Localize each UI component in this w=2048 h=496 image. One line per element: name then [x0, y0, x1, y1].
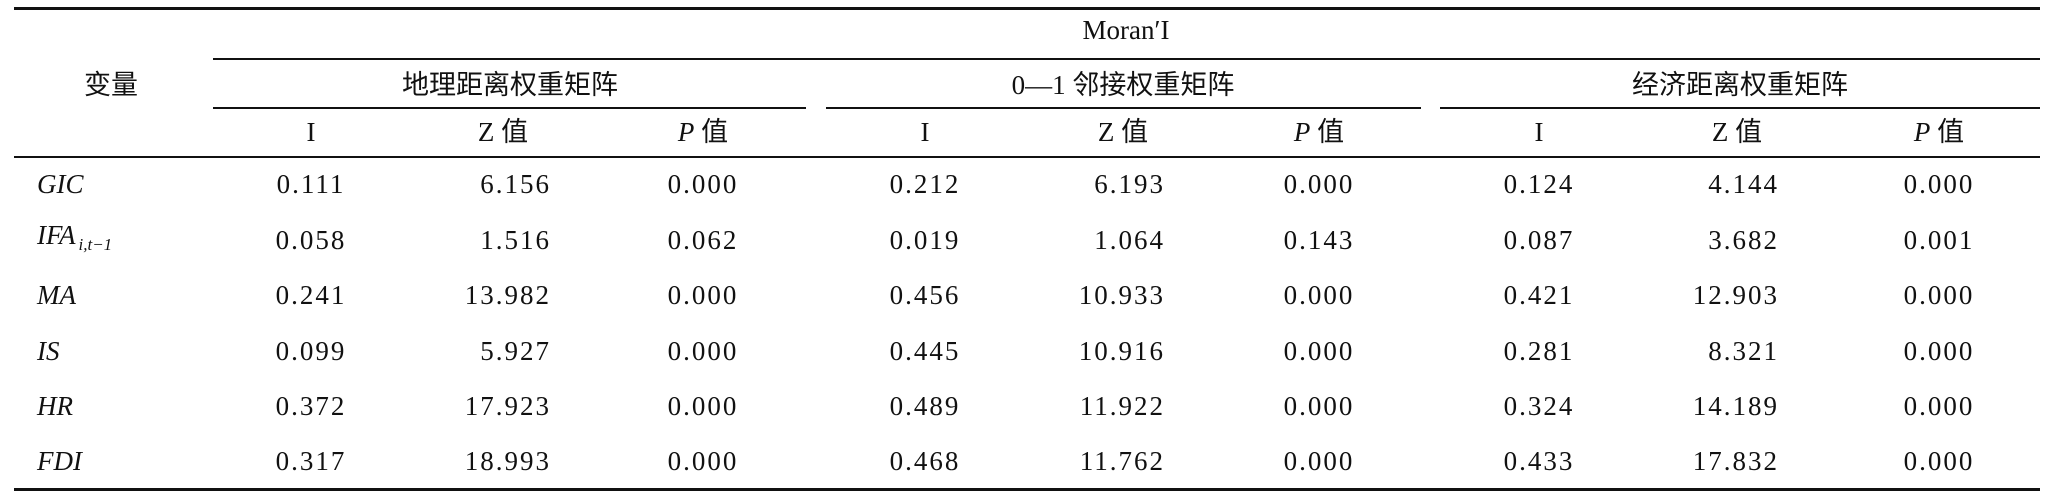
cell-value: 11.762 [1079, 446, 1165, 476]
cell-value: 0.143 [1283, 225, 1355, 255]
matrix-rule [826, 107, 1421, 109]
cell-value: 3.682 [1708, 225, 1779, 255]
cell-value: 12.903 [1692, 280, 1779, 310]
column-header: I [306, 117, 316, 147]
cell-value: 0.087 [1503, 225, 1575, 255]
bottom-rule [14, 488, 2040, 491]
header-rule [14, 156, 2040, 158]
cell-value: 0.062 [667, 225, 739, 255]
cell-value: 0.000 [1283, 336, 1355, 366]
cell-value: 0.317 [275, 446, 347, 476]
cell-value: 0.111 [276, 169, 346, 199]
column-header: Z 值 [1097, 117, 1149, 147]
cell-value: 0.000 [1903, 336, 1975, 366]
cell-value: 6.193 [1094, 169, 1165, 199]
cell-value: 4.144 [1708, 169, 1779, 199]
cell-value: 0.000 [1283, 446, 1355, 476]
matrix-rule [213, 107, 806, 109]
column-header: Z 值 [477, 117, 529, 147]
cell-value: 17.923 [464, 391, 551, 421]
cell-value: 0.058 [275, 225, 347, 255]
cell-value: 8.321 [1708, 336, 1779, 366]
column-header: P 值 [1913, 117, 1965, 147]
column-header: P 值 [677, 117, 729, 147]
cell-value: 0.000 [667, 391, 739, 421]
cell-value: 0.000 [667, 336, 739, 366]
cell-value: 0.000 [1283, 169, 1355, 199]
cell-value: 18.993 [464, 446, 551, 476]
cell-value: 11.922 [1079, 391, 1165, 421]
column-header: I [920, 117, 930, 147]
cell-value: 1.516 [480, 225, 551, 255]
cell-value: 0.000 [1903, 169, 1975, 199]
cell-value: 0.099 [275, 336, 347, 366]
row-label-subscript: i,t−1 [78, 235, 113, 254]
cell-value: 5.927 [480, 336, 551, 366]
cell-value: 13.982 [464, 280, 551, 310]
cell-value: 10.933 [1078, 280, 1165, 310]
row-label: IFA i,t−1 [37, 220, 113, 254]
cell-value: 0.212 [889, 169, 961, 199]
cell-value: 0.281 [1503, 336, 1575, 366]
top-rule [14, 7, 2040, 10]
matrix-title: 0—1 邻接权重矩阵 [1011, 70, 1235, 100]
cell-value: 0.241 [275, 280, 347, 310]
cell-value: 0.433 [1503, 446, 1575, 476]
cell-value: 6.156 [480, 169, 551, 199]
cell-value: 0.000 [667, 169, 739, 199]
column-header: I [1534, 117, 1544, 147]
cell-value: 14.189 [1692, 391, 1779, 421]
cell-value: 17.832 [1692, 446, 1779, 476]
row-label: FDI [37, 446, 82, 476]
cell-value: 0.456 [889, 280, 961, 310]
column-header: Z 值 [1711, 117, 1763, 147]
cell-value: 0.489 [889, 391, 961, 421]
cell-value: 0.421 [1503, 280, 1575, 310]
cell-value: 0.019 [889, 225, 961, 255]
cell-value: 0.468 [889, 446, 961, 476]
matrix-title: 地理距离权重矩阵 [402, 70, 618, 100]
cell-value: 1.064 [1094, 225, 1165, 255]
row-label: GIC [37, 169, 84, 199]
cell-value: 10.916 [1078, 336, 1165, 366]
matrix-title: 经济距离权重矩阵 [1632, 70, 1848, 100]
column-header: P 值 [1293, 117, 1345, 147]
row-header: 变量 [84, 70, 138, 100]
cell-value: 0.000 [1283, 280, 1355, 310]
row-label: IS [37, 336, 60, 366]
cell-value: 0.000 [667, 280, 739, 310]
group-rule [213, 58, 2040, 60]
cell-value: 0.001 [1903, 225, 1975, 255]
matrix-rule [1440, 107, 2040, 109]
cell-value: 0.000 [1903, 391, 1975, 421]
cell-value: 0.124 [1503, 169, 1575, 199]
row-label: HR [37, 391, 73, 421]
cell-value: 0.372 [275, 391, 347, 421]
row-label: MA [37, 280, 76, 310]
cell-value: 0.000 [667, 446, 739, 476]
cell-value: 0.000 [1903, 446, 1975, 476]
cell-value: 0.445 [889, 336, 961, 366]
cell-value: 0.324 [1503, 391, 1575, 421]
cell-value: 0.000 [1283, 391, 1355, 421]
group-title: Moran′I [1082, 15, 1170, 45]
cell-value: 0.000 [1903, 280, 1975, 310]
